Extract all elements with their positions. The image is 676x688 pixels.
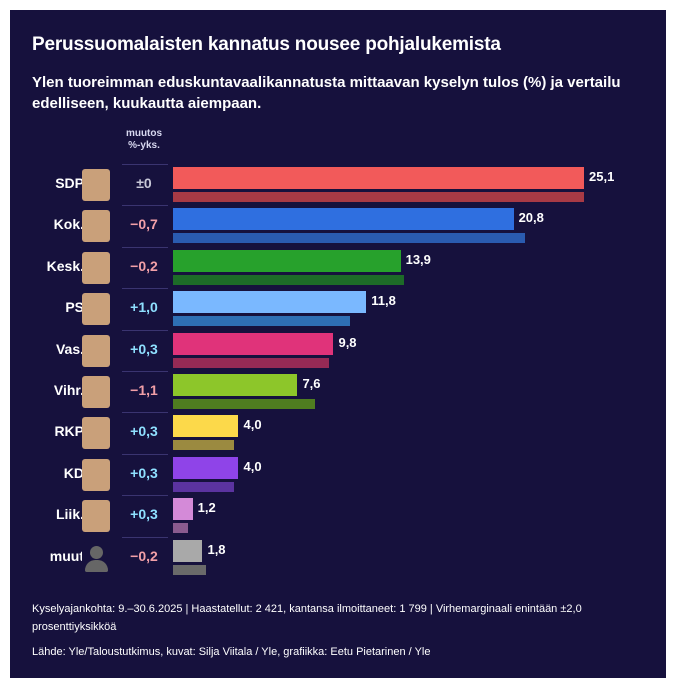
chart-subtitle: Ylen tuoreimman eduskuntavaalikannatusta… <box>32 74 621 112</box>
value-label: 13,9 <box>405 251 431 267</box>
party-leader-photo <box>82 293 110 326</box>
party-label: RKP <box>54 423 84 440</box>
party-label: Liik. <box>55 506 84 523</box>
change-label: +0,3 <box>130 423 158 440</box>
separator <box>122 495 168 497</box>
change-label: −0,7 <box>130 216 158 233</box>
change-header: muutos %-yks. <box>114 128 174 152</box>
bar-row: KD +0,3 4,0 <box>10 453 666 498</box>
change-label: +0,3 <box>130 340 158 357</box>
value-label: 7,6 <box>302 376 321 391</box>
value-label: 4,0 <box>243 458 262 474</box>
previous-bar <box>173 564 206 575</box>
bar-row: Kok. −0,7 20,8 <box>10 205 666 249</box>
previous-bar <box>173 357 329 368</box>
party-label: muut <box>49 547 84 564</box>
separator <box>122 246 168 248</box>
change-label: +0,3 <box>130 464 158 481</box>
previous-bar <box>173 274 404 285</box>
change-label: −0,2 <box>130 257 158 274</box>
current-bar <box>173 332 334 355</box>
current-bar <box>173 456 239 479</box>
change-label: −0,2 <box>130 547 158 564</box>
value-label: 25,1 <box>589 169 615 184</box>
separator <box>122 536 168 538</box>
party-leader-photo <box>82 376 110 408</box>
party-label: Kok. <box>53 216 84 233</box>
current-bar <box>173 208 514 231</box>
party-leader-photo <box>82 500 110 533</box>
chart-title: Perussuomalaisten kannatus nousee pohjal… <box>32 34 501 55</box>
previous-bar <box>173 481 234 492</box>
party-leader-photo <box>82 210 110 243</box>
previous-bar <box>173 233 526 244</box>
separator <box>122 164 168 165</box>
separator <box>122 329 168 331</box>
bar-row: Liik. +0,3 1,2 <box>10 495 666 539</box>
party-label: SDP <box>55 175 84 191</box>
source: Lähde: Yle/Taloustutkimus, kuvat: Silja … <box>32 646 431 658</box>
party-label: Vas. <box>55 340 84 357</box>
party-label: Kesk. <box>46 257 84 274</box>
previous-bar <box>173 399 316 409</box>
change-label: +1,0 <box>130 299 158 316</box>
party-leader-photo <box>82 334 110 367</box>
separator <box>122 288 168 290</box>
bar-row: SDP ±0 25,1 <box>10 164 666 208</box>
value-label: 1,2 <box>197 500 216 516</box>
party-leader-photo <box>82 251 110 284</box>
party-leader-photo <box>82 169 110 201</box>
current-bar <box>173 167 584 189</box>
current-bar <box>173 249 401 272</box>
value-label: 9,8 <box>338 334 357 350</box>
value-label: 1,8 <box>207 541 226 557</box>
previous-bar <box>173 192 584 202</box>
separator <box>122 453 168 455</box>
bar-row: PS +1,0 11,8 <box>10 288 666 332</box>
bar-row: Vihr. −1,1 7,6 <box>10 371 666 415</box>
party-label: PS <box>65 299 84 316</box>
party-label: Vihr. <box>53 382 84 398</box>
current-bar <box>173 498 193 521</box>
previous-bar <box>173 316 350 327</box>
party-leader-photo <box>82 458 110 491</box>
current-bar <box>173 291 367 314</box>
value-label: 11,8 <box>371 293 396 309</box>
change-label: ±0 <box>136 175 152 191</box>
bar-row: Vas. +0,3 9,8 <box>10 329 666 374</box>
current-bar <box>173 374 298 396</box>
footnote: Kyselyajankohta: 9.–30.6.2025 | Haastate… <box>32 603 582 633</box>
person-placeholder-icon <box>82 541 110 574</box>
party-leader-photo <box>82 417 110 450</box>
separator <box>122 371 168 372</box>
change-label: −1,1 <box>130 382 158 398</box>
separator <box>122 205 168 207</box>
separator <box>122 412 168 414</box>
current-bar <box>173 539 203 562</box>
value-label: 20,8 <box>518 210 544 226</box>
current-bar <box>173 415 239 438</box>
party-label: KD <box>63 464 84 481</box>
change-header-1: muutos <box>125 128 163 139</box>
previous-bar <box>173 440 234 451</box>
value-label: 4,0 <box>243 417 262 433</box>
bar-row: Kesk. −0,2 13,9 <box>10 246 666 291</box>
chart-panel: Perussuomalaisten kannatus nousee pohjal… <box>10 10 666 678</box>
bar-row: RKP +0,3 4,0 <box>10 412 666 456</box>
change-label: +0,3 <box>130 506 158 523</box>
previous-bar <box>173 523 188 534</box>
change-header-2: %-yks. <box>128 140 160 151</box>
bar-row: muut −0,2 1,8 <box>10 536 666 581</box>
